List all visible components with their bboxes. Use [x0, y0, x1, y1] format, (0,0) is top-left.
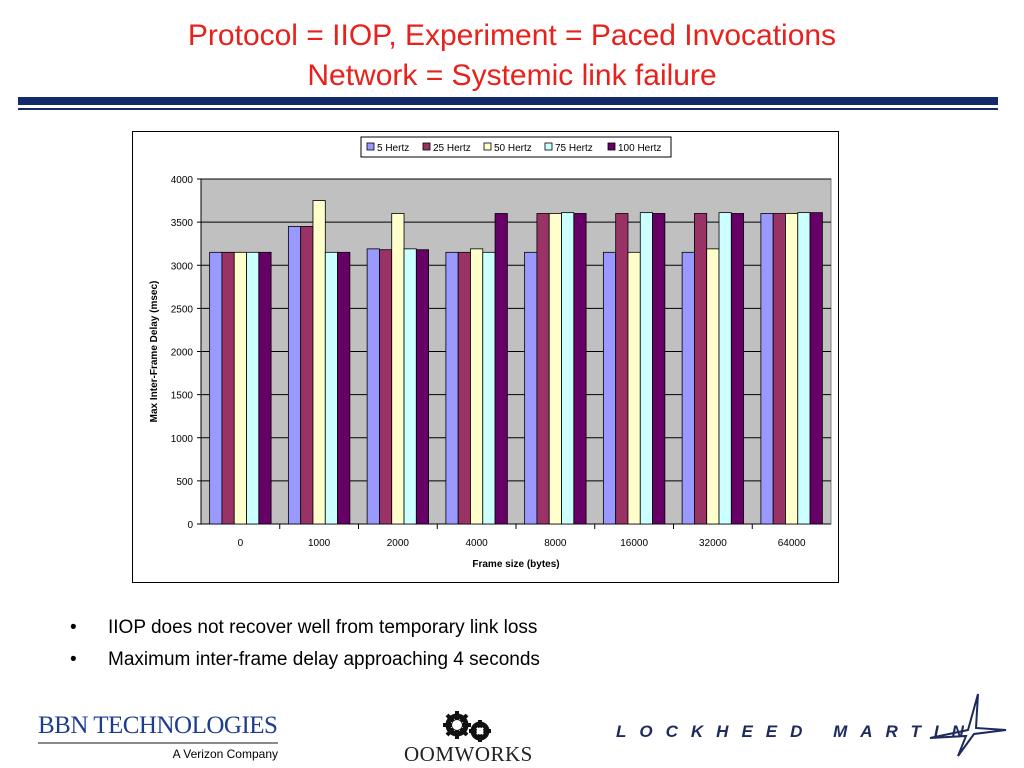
- y-tick-label: 2000: [171, 348, 194, 359]
- y-tick-label: 3000: [171, 261, 194, 272]
- legend-swatch: [366, 142, 375, 151]
- x-tick-label: 64000: [778, 538, 806, 549]
- bar: [445, 251, 459, 525]
- legend-label: 100 Hertz: [618, 143, 661, 154]
- legend-swatch: [422, 142, 431, 151]
- title-divider-thin: [18, 108, 998, 110]
- y-tick-label: 4000: [171, 175, 194, 186]
- legend-swatch: [483, 142, 492, 151]
- bar: [681, 251, 695, 525]
- slide-title-line-2: Network = Systemic link failure: [307, 59, 717, 92]
- bar: [457, 251, 471, 525]
- x-tick-label: 0: [238, 538, 244, 549]
- bullet-symbol: •: [70, 617, 77, 638]
- lockheed-martin-logo: LOCKHEED MARTIN: [610, 690, 1010, 760]
- bbn-technologies-logo: BBN TECHNOLOGIES A Verizon Company: [38, 712, 283, 762]
- bar: [652, 213, 666, 525]
- bullet-text: Maximum inter-frame delay approaching 4 …: [108, 649, 540, 670]
- bar: [602, 251, 617, 525]
- bar-chart: 0 500 1000 1500 2000 2500 3000 3500 4000 0 1000 200…: [149, 136, 832, 570]
- bar: [730, 213, 745, 525]
- y-axis-label: Max Inter-Frame Delay (msec): [149, 281, 160, 423]
- bullet-symbol: •: [70, 649, 77, 670]
- bar: [573, 213, 587, 525]
- bbn-logo-tagline: A Verizon Company: [172, 747, 278, 761]
- legend-swatch: [544, 142, 553, 151]
- bar: [494, 213, 508, 525]
- legend-label: 25 Hertz: [433, 143, 471, 154]
- x-tick-label: 4000: [466, 538, 489, 549]
- bullet-item: • IIOP does not recover well from tempor…: [70, 612, 540, 644]
- bar: [797, 212, 811, 525]
- legend-label: 75 Hertz: [555, 143, 593, 154]
- bar: [300, 226, 314, 525]
- y-tick-label: 3500: [171, 218, 194, 229]
- bar: [415, 249, 430, 525]
- bar: [403, 248, 417, 525]
- bar: [639, 212, 653, 525]
- bbn-logo-name: BBN TECHNOLOGIES: [38, 712, 278, 739]
- bar: [258, 251, 272, 525]
- bar: [785, 213, 799, 525]
- bar: [772, 213, 786, 525]
- bullet-text: IIOP does not recover well from temporar…: [108, 617, 538, 638]
- bar: [561, 212, 575, 525]
- bar: [536, 213, 550, 525]
- legend-box: [360, 136, 672, 158]
- x-tick-label: 16000: [620, 538, 648, 549]
- bar: [246, 251, 260, 525]
- bar: [470, 248, 484, 525]
- bar: [718, 212, 732, 525]
- gears-icon: [443, 711, 491, 742]
- bar: [366, 248, 380, 525]
- oomworks-logo-name: OOMWORKS: [404, 742, 533, 766]
- legend-swatch: [607, 142, 616, 151]
- bbn-logo-rule: [38, 742, 278, 744]
- bar: [482, 251, 496, 525]
- bar: [209, 251, 223, 525]
- chart-frame: 0 500 1000 1500 2000 2500 3000 3500 4000 0 1000 200…: [132, 131, 839, 583]
- bar: [760, 213, 774, 525]
- bar: [524, 251, 538, 525]
- bar: [548, 213, 562, 525]
- lockheed-logo-name: LOCKHEED MARTIN: [616, 722, 977, 741]
- x-axis-label: Frame size (bytes): [472, 559, 559, 570]
- bar: [615, 213, 629, 525]
- bullet-item: • Maximum inter-frame delay approaching …: [70, 644, 540, 676]
- x-tick-label: 1000: [308, 538, 331, 549]
- bar: [337, 251, 351, 525]
- bar: [233, 251, 247, 525]
- bar: [379, 249, 393, 525]
- slide-title-line-1: Protocol = IIOP, Experiment = Paced Invo…: [187, 19, 837, 52]
- y-tick-label: 2500: [171, 304, 194, 315]
- bar: [287, 226, 302, 525]
- x-tick-label: 2000: [387, 538, 410, 549]
- y-tick-label: 0: [187, 520, 193, 531]
- bar: [221, 251, 235, 525]
- y-tick-label: 1500: [171, 391, 194, 402]
- bullet-list: • IIOP does not recover well from tempor…: [70, 612, 540, 676]
- bar: [694, 213, 708, 525]
- legend-label: 5 Hertz: [377, 143, 409, 154]
- star-swoosh-icon: [929, 693, 1007, 757]
- legend-label: 50 Hertz: [494, 143, 532, 154]
- bar: [706, 248, 720, 525]
- x-tick-label: 32000: [699, 538, 727, 549]
- x-tick-label: 8000: [544, 538, 567, 549]
- bar: [312, 200, 326, 525]
- y-tick-label: 1000: [171, 434, 194, 445]
- bar: [809, 212, 823, 525]
- y-tick-label: 500: [176, 477, 193, 488]
- bar: [627, 251, 641, 525]
- bar: [391, 213, 405, 525]
- bar: [324, 251, 338, 525]
- oomworks-logo: OOMWORKS: [400, 708, 550, 768]
- title-divider-thick: [18, 97, 998, 105]
